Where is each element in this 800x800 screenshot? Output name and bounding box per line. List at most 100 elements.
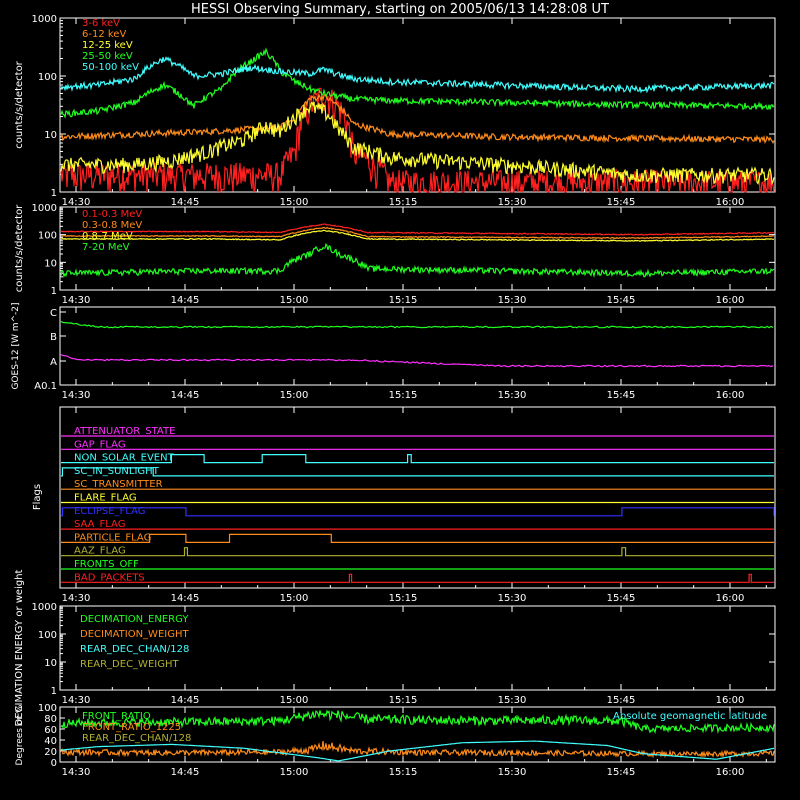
time-tick-label: 15:30: [498, 295, 527, 306]
legend-entry: Absolute geomagnetic latitude: [613, 711, 767, 722]
time-tick-label: 15:15: [389, 593, 418, 604]
legend-entry: 7-20 MeV: [82, 242, 130, 253]
goes-line: [60, 354, 774, 368]
figure-title: HESSI Observing Summary, starting on 200…: [191, 2, 609, 17]
time-tick-label: 15:15: [389, 295, 418, 306]
series-line-25-50-keV: [60, 47, 775, 119]
series-line-0-3-0-8-MeV: [60, 226, 775, 240]
time-tick-label: 15:00: [280, 695, 309, 706]
panel-frame-4: [59, 605, 776, 691]
series-line-Absolute-geomagnetic-latitude: [61, 740, 775, 762]
time-tick-label: 14:30: [62, 695, 91, 706]
time-tick-label: 14:30: [62, 390, 91, 401]
y-axis-label: Degrees or %: [15, 704, 25, 765]
time-tick-label: 15:45: [607, 197, 636, 208]
time-tick-label: 15:00: [280, 295, 309, 306]
flag-label: GAP_FLAG: [74, 439, 126, 450]
y-tick-label: A: [50, 357, 57, 368]
time-tick-label: 15:15: [389, 390, 418, 401]
legend-entry: 12-25 keV: [82, 40, 133, 51]
panel-frame-1: [59, 206, 776, 291]
time-tick-label: 15:45: [607, 295, 636, 306]
y-tick-label: 1000: [32, 602, 57, 613]
time-tick-label: 14:45: [171, 695, 200, 706]
y-tick-label: 1000: [32, 14, 57, 25]
flag-label: ATTENUATOR_STATE: [74, 426, 175, 437]
time-tick-label: 16:00: [716, 197, 745, 208]
y-tick-label: 10: [44, 130, 57, 141]
series-line-0-8-7-MeV: [60, 229, 775, 242]
time-tick-label: 15:45: [607, 390, 636, 401]
time-tick-label: 16:00: [716, 593, 745, 604]
legend-entry: DECIMATION_WEIGHT: [80, 629, 189, 640]
y-axis-label: GOES-12 [W m^-2]: [11, 302, 21, 389]
flag-label: PARTICLE_FLAG: [74, 532, 151, 543]
panel-frame-2: [59, 306, 776, 386]
time-tick-label: 15:15: [389, 197, 418, 208]
flag-label: BAD_PACKETS: [74, 572, 145, 583]
legend-entry: FRONT_RATIO: [82, 711, 151, 722]
y-tick-label: 100: [38, 72, 57, 83]
series-line-0-1-0-3-MeV: [60, 223, 775, 236]
y-tick-label: 1: [51, 188, 57, 199]
time-tick-label: 15:45: [607, 767, 636, 778]
time-tick-label: 16:00: [716, 695, 745, 706]
time-tick-label: 15:30: [498, 767, 527, 778]
series-line-6-12-keV: [60, 93, 775, 144]
time-tick-label: 16:00: [716, 767, 745, 778]
y-tick-label: 1: [51, 286, 57, 297]
time-tick-label: 15:15: [389, 767, 418, 778]
time-tick-label: 14:45: [171, 390, 200, 401]
time-tick-label: 15:00: [280, 197, 309, 208]
panel-ticks: 14:30 14:45 15:00 15:15 15:30 15:45 16:00 14:30…: [11, 14, 775, 778]
panel-frames: [59, 17, 776, 763]
time-tick-label: 14:45: [171, 593, 200, 604]
time-tick-label: 14:30: [62, 295, 91, 306]
y-tick-label: 10: [44, 258, 57, 269]
time-tick-label: 15:30: [498, 593, 527, 604]
flag-label: FRONTS_OFF: [74, 559, 139, 570]
y-tick-label: 80: [44, 714, 57, 725]
flag-line: [61, 533, 774, 543]
time-tick-label: 14:30: [62, 197, 91, 208]
y-tick-label: C: [50, 308, 57, 319]
series-line-7-20-MeV: [60, 242, 775, 279]
y-tick-label: 40: [44, 736, 57, 747]
legend-entry: FRONT_RATIO_1225: [82, 722, 181, 733]
flag-line: [61, 454, 774, 464]
legend-entry: 3-6 keV: [82, 18, 120, 29]
y-axis-label: counts/s/detector: [14, 204, 25, 292]
time-tick-label: 15:00: [280, 767, 309, 778]
time-tick-label: 14:30: [62, 593, 91, 604]
legend-entry: 0.8-7 MeV: [82, 231, 133, 242]
time-tick-label: 15:30: [498, 197, 527, 208]
y-axis-label: Flags: [32, 484, 43, 510]
series-line-FRONT_RATIO: [60, 709, 775, 735]
y-tick-label: 10: [44, 658, 57, 669]
time-tick-label: 15:00: [280, 390, 309, 401]
time-tick-label: 15:30: [498, 695, 527, 706]
time-tick-label: 15:00: [280, 593, 309, 604]
series-line-12-25-keV: [60, 101, 775, 186]
time-tick-label: 14:30: [62, 767, 91, 778]
y-tick-label: 1000: [32, 203, 57, 214]
y-tick-label: A0.1: [34, 381, 57, 392]
time-tick-label: 16:00: [716, 295, 745, 306]
time-tick-label: 14:45: [171, 767, 200, 778]
y-axis-label: DECIMATION ENERGY or weight: [14, 569, 25, 726]
y-tick-label: 0: [51, 758, 57, 769]
y-tick-label: 100: [38, 703, 57, 714]
y-tick-label: B: [50, 332, 57, 343]
time-tick-label: 15:15: [389, 695, 418, 706]
legend-entry: 25-50 keV: [82, 51, 133, 62]
panel-frame-0: [59, 17, 776, 193]
legend-entry: REAR_DEC_WEIGHT: [80, 659, 179, 670]
flag-label: ECLIPSE_FLAG: [74, 506, 145, 517]
time-tick-label: 15:45: [607, 695, 636, 706]
legend-entry: 6-12 keV: [82, 29, 126, 40]
goes-line: [60, 320, 774, 329]
flag-line: [61, 507, 775, 517]
y-tick-label: 20: [44, 747, 57, 758]
